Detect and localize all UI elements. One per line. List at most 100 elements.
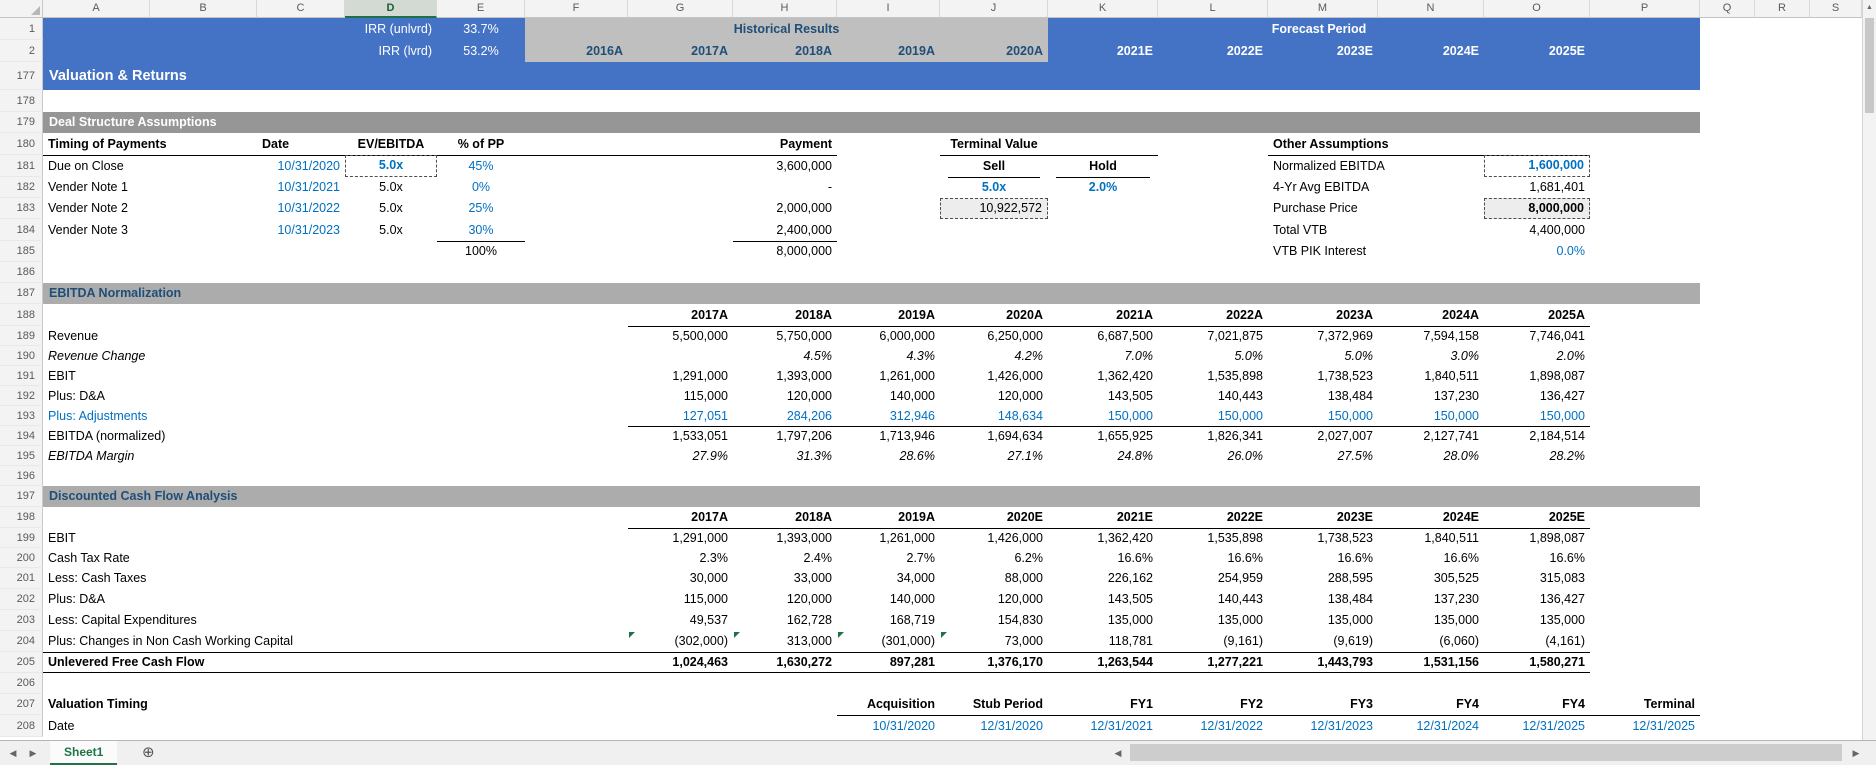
cell-H183[interactable]: 2,000,000 [776,201,832,215]
cell-J201[interactable]: 88,000 [1004,571,1043,585]
cell-H193[interactable]: 284,206 [786,409,832,423]
cell-O208[interactable]: 12/31/2025 [1522,719,1585,733]
cell-L190[interactable]: 5.0% [1234,349,1264,363]
cell-N208[interactable]: 12/31/2024 [1416,719,1479,733]
cell-A204[interactable]: Plus: Changes in Non Cash Working Capita… [48,634,294,648]
row-header-193[interactable]: 193 [0,406,43,426]
cell-D184[interactable]: 5.0x [379,223,403,237]
column-header-J[interactable]: J [940,0,1048,18]
cell-J191[interactable]: 1,426,000 [987,369,1043,383]
cell-A205[interactable]: Unlevered Free Cash Flow [48,655,205,669]
cell-O191[interactable]: 1,898,087 [1529,369,1585,383]
cell-J204[interactable]: 73,000 [1004,634,1043,648]
cell-J183[interactable]: 10,922,572 [940,198,1048,219]
cell-A195[interactable]: EBITDA Margin [48,449,135,463]
cell-J199[interactable]: 1,426,000 [987,531,1043,545]
cell-O201[interactable]: 315,083 [1539,571,1585,585]
cell-I195[interactable]: 28.6% [899,449,935,463]
cell-O207[interactable]: FY4 [1562,697,1585,711]
cell-N200[interactable]: 16.6% [1443,551,1479,565]
cell-K207[interactable]: FY1 [1130,697,1153,711]
cell-J205[interactable]: 1,376,170 [987,655,1043,669]
cell-A187[interactable]: EBITDA Normalization [49,286,182,300]
column-header-K[interactable]: K [1048,0,1158,18]
cell-G188[interactable]: 2017A [691,308,728,322]
cell-A190[interactable]: Revenue Change [48,349,146,363]
cell-A203[interactable]: Less: Capital Expenditures [48,613,197,627]
cell-I207[interactable]: Acquisition [866,697,935,711]
column-header-F[interactable]: F [525,0,628,18]
cell-L192[interactable]: 140,443 [1217,389,1263,403]
cell-G205[interactable]: 1,024,463 [672,655,728,669]
cell-O198[interactable]: 2025E [1548,510,1585,524]
cell-M188[interactable]: 2023A [1336,308,1373,322]
cell-A189[interactable]: Revenue [48,329,99,343]
column-header-B[interactable]: B [150,0,257,18]
cell-E180[interactable]: % of PP [457,137,505,151]
cell-N190[interactable]: 3.0% [1450,349,1480,363]
row-header-179[interactable]: 179 [0,112,43,133]
cell-G199[interactable]: 1,291,000 [672,531,728,545]
cell-I191[interactable]: 1,261,000 [879,369,935,383]
cell-N201[interactable]: 305,525 [1433,571,1479,585]
cell-O195[interactable]: 28.2% [1549,449,1585,463]
cell-I203[interactable]: 168,719 [889,613,935,627]
cell-E2[interactable]: 53.2% [463,44,499,58]
cell-K189[interactable]: 6,687,500 [1097,329,1153,343]
cell-G198[interactable]: 2017A [691,510,728,524]
cell-O188[interactable]: 2025A [1548,308,1585,322]
row-header-186[interactable]: 186 [0,262,43,283]
row-header-207[interactable]: 207 [0,694,43,715]
row-header-201[interactable]: 201 [0,568,43,589]
cell-I205[interactable]: 897,281 [889,655,935,669]
row-header-189[interactable]: 189 [0,326,43,346]
cell-G202[interactable]: 115,000 [683,592,728,606]
cell-C182[interactable]: 10/31/2021 [277,180,340,194]
sheet-nav-right-icon[interactable]: ▶ [29,748,37,758]
cell-M185[interactable]: VTB PIK Interest [1273,244,1367,258]
column-header-O[interactable]: O [1484,0,1590,18]
column-header-S[interactable]: S [1810,0,1862,18]
cell-I190[interactable]: 4.3% [906,349,936,363]
cell-K1[interactable]: Forecast Period [1271,22,1367,36]
cell-K198[interactable]: 2021E [1116,510,1153,524]
cell-M183[interactable]: Purchase Price [1273,201,1358,215]
cell-C180[interactable]: Date [262,137,290,151]
sheet-tab-sheet1[interactable]: Sheet1 [50,741,118,765]
cell-M182[interactable]: 4-Yr Avg EBITDA [1273,180,1370,194]
cell-L207[interactable]: FY2 [1240,697,1263,711]
cell-M180[interactable]: Other Assumptions [1273,137,1389,151]
cell-A183[interactable]: Vender Note 2 [48,201,128,215]
cell-I189[interactable]: 6,000,000 [879,329,935,343]
cell-A200[interactable]: Cash Tax Rate [48,551,130,565]
cell-M204[interactable]: (9,619) [1333,634,1373,648]
cell-G191[interactable]: 1,291,000 [672,369,728,383]
cell-N191[interactable]: 1,840,511 [1424,369,1479,383]
column-header-I[interactable]: I [837,0,940,18]
cell-A201[interactable]: Less: Cash Taxes [48,571,147,585]
sheet-nav-left-icon[interactable]: ◀ [9,748,17,758]
row-header-197[interactable]: 197 [0,486,43,507]
cell-K182[interactable]: 2.0% [1088,180,1118,194]
cell-O203[interactable]: 135,000 [1539,613,1585,627]
cell-G200[interactable]: 2.3% [699,551,729,565]
cell-J189[interactable]: 6,250,000 [987,329,1043,343]
cell-M190[interactable]: 5.0% [1344,349,1374,363]
cell-H182[interactable]: - [827,180,832,194]
row-header-181[interactable]: 181 [0,155,43,177]
row-header-178[interactable]: 178 [0,90,43,112]
cell-E1[interactable]: 33.7% [463,22,499,36]
cell-M208[interactable]: 12/31/2023 [1310,719,1373,733]
column-header-G[interactable]: G [628,0,733,18]
cell-O205[interactable]: 1,580,271 [1529,655,1585,669]
cell-L204[interactable]: (9,161) [1223,634,1263,648]
cell-A180[interactable]: Timing of Payments [48,137,167,151]
cell-L199[interactable]: 1,535,898 [1207,531,1263,545]
column-header-H[interactable]: H [733,0,837,18]
cell-D181[interactable]: 5.0x [345,155,437,177]
row-header-177[interactable]: 177 [0,62,43,90]
cell-A197[interactable]: Discounted Cash Flow Analysis [49,489,238,503]
row-header-194[interactable]: 194 [0,426,43,446]
cell-K199[interactable]: 1,362,420 [1097,531,1153,545]
cell-A207[interactable]: Valuation Timing [48,697,148,711]
